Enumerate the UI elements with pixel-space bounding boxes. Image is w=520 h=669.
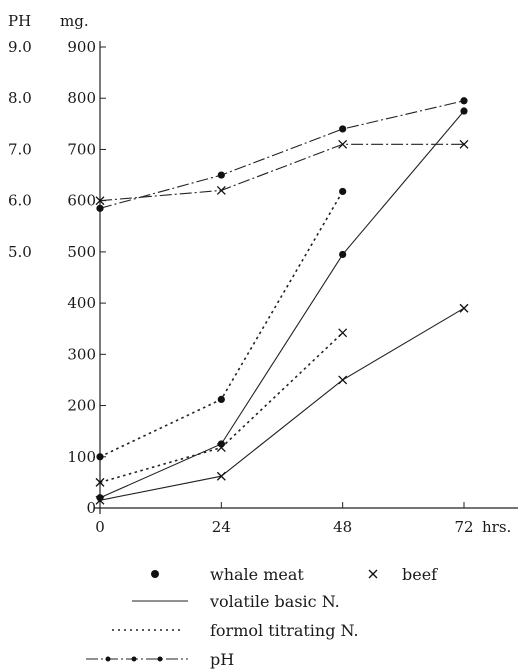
series-4-point-2 — [339, 125, 347, 133]
x-marker-stroke — [338, 328, 348, 338]
series-line-3 — [99, 332, 344, 484]
x-marker-stroke — [95, 196, 105, 206]
mg-tick-label: 600 — [67, 192, 96, 210]
series-1-point-1 — [216, 471, 226, 481]
x-marker-stroke — [459, 303, 469, 313]
series-1-point-3 — [459, 303, 469, 313]
mg-tick-label: 700 — [67, 140, 96, 158]
x-unit-label: hrs. — [482, 518, 511, 536]
x-tick-label: 24 — [212, 518, 231, 536]
series-line-1 — [99, 307, 465, 501]
ph-axis-title: PH — [8, 12, 31, 30]
mg-tick-label: 400 — [67, 294, 96, 312]
x-marker-stroke — [95, 495, 105, 505]
series-2-point-2 — [339, 187, 347, 196]
mg-tick-label: 800 — [67, 89, 96, 107]
x-marker-stroke — [338, 139, 348, 149]
series-5-point-1 — [216, 185, 226, 195]
series-1-point-0 — [95, 495, 105, 505]
series-line-0 — [99, 110, 465, 499]
ph-tick-label: 6.0 — [8, 192, 32, 210]
x-marker-stroke — [338, 375, 348, 385]
x-marker-stroke — [216, 443, 226, 453]
ph-tick-label: 8.0 — [8, 89, 32, 107]
mg-tick-label: 300 — [67, 345, 96, 363]
axis-labels: PH mg. — [8, 12, 89, 30]
legend-ph-dot-3 — [157, 656, 163, 662]
mg-tick-label: 200 — [67, 397, 96, 415]
mg-tick-label: 100 — [67, 448, 96, 466]
x-tick-label: 72 — [454, 518, 473, 536]
series-2-point-0 — [96, 453, 104, 461]
series-line-5 — [99, 143, 464, 202]
x-marker-stroke — [216, 185, 226, 195]
series-4-point-3 — [460, 97, 468, 105]
series-5-point-2 — [338, 139, 348, 149]
x-marker-stroke — [459, 139, 469, 149]
series-0-point-2 — [339, 250, 347, 259]
series-line-2 — [99, 190, 344, 458]
axes: 900 800 700 600 500 400 300 200 100 0 9.0 8.0 7.0 6.0… — [8, 38, 518, 536]
series-3-point-1 — [216, 443, 226, 453]
mg-tick-label: 500 — [67, 243, 96, 261]
series-2-point-1 — [217, 395, 225, 404]
ph-tick-label: 7.0 — [8, 140, 32, 158]
series-line-4 — [99, 100, 465, 209]
legend-whale-marker — [151, 570, 159, 578]
legend-beef-marker — [368, 569, 378, 579]
mg-tick-label: 0 — [86, 499, 96, 517]
legend-ph-dot-2 — [131, 656, 137, 662]
legend: whale meat beef volatile basic N. formol… — [86, 565, 438, 669]
legend-formol-label: formol titrating N. — [210, 621, 359, 640]
legend-whale-label: whale meat — [210, 565, 304, 584]
series-5-point-0 — [95, 196, 105, 206]
x-marker-stroke — [216, 471, 226, 481]
series-0-point-3 — [460, 107, 468, 115]
legend-ph-dot-1 — [105, 656, 111, 662]
ph-tick-label: 5.0 — [8, 243, 32, 261]
series-group — [95, 97, 469, 505]
series-4-point-1 — [217, 171, 225, 179]
mg-axis-title: mg. — [60, 12, 89, 30]
ph-tick-label: 9.0 — [8, 38, 32, 56]
x-tick-label: 0 — [95, 518, 105, 536]
legend-volatile-label: volatile basic N. — [209, 592, 340, 611]
series-4-point-0 — [96, 204, 104, 212]
x-tick-label: 48 — [333, 518, 352, 536]
series-3-point-2 — [338, 328, 348, 338]
legend-ph-label: pH — [210, 650, 234, 669]
series-5-point-3 — [459, 139, 469, 149]
legend-beef-label: beef — [402, 565, 438, 584]
series-1-point-2 — [338, 375, 348, 385]
mg-tick-label: 900 — [67, 38, 96, 56]
series-3-point-0 — [95, 477, 105, 487]
x-marker-stroke — [95, 477, 105, 487]
